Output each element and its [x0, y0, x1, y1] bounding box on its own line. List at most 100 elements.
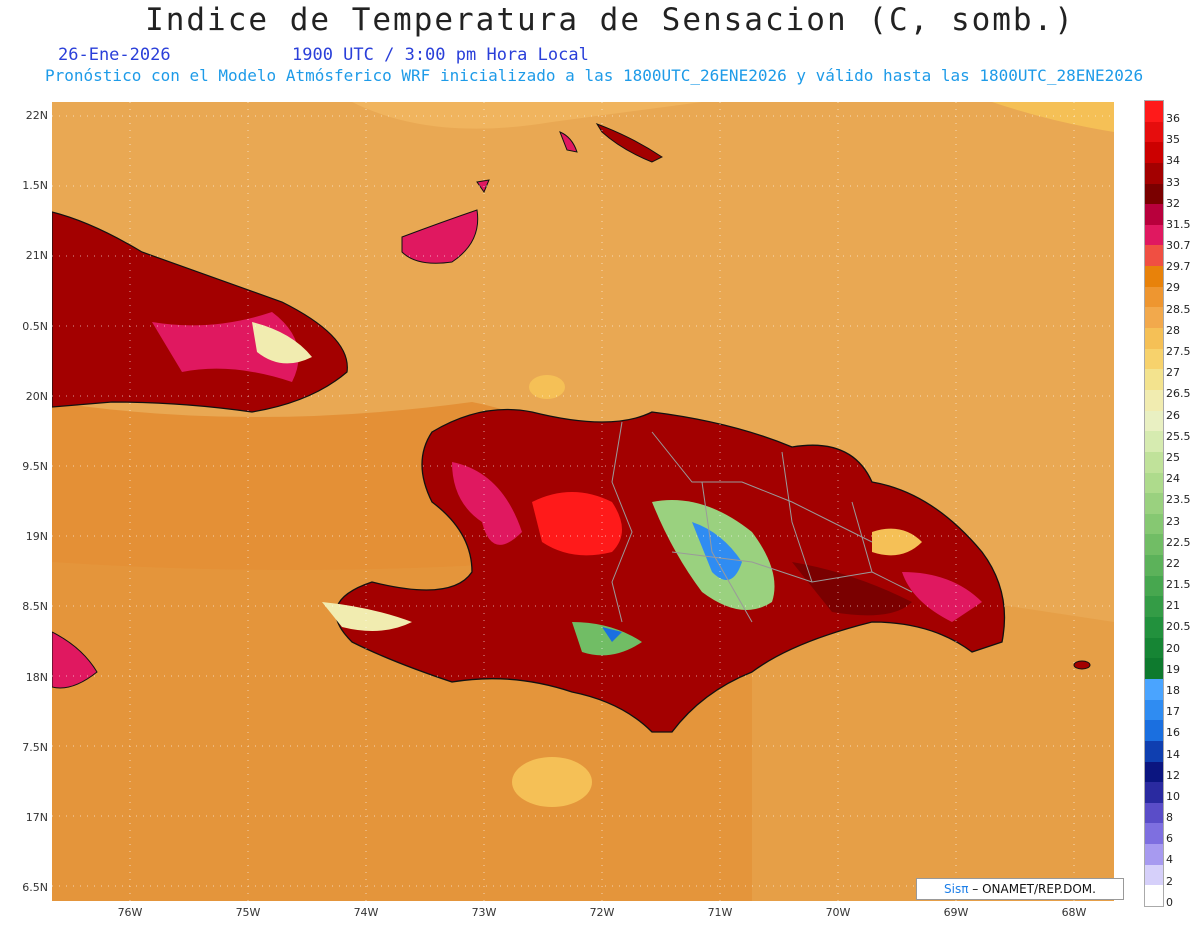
colorbar-label: 28.5: [1166, 302, 1191, 316]
colorbar-label: 22: [1166, 556, 1180, 570]
heat-index-map[interactable]: [52, 102, 1114, 901]
colorbar-label: 21.5: [1166, 578, 1191, 592]
colorbar-cell: [1145, 823, 1163, 845]
colorbar-label: 34: [1166, 154, 1180, 168]
lat-tick-label: 22N: [25, 109, 48, 122]
lon-tick-label: 72W: [589, 906, 615, 919]
colorbar-cell: [1145, 369, 1163, 391]
colorbar-label: 28: [1166, 323, 1180, 337]
colorbar-label: 18: [1166, 683, 1180, 697]
colorbar-label: 21: [1166, 599, 1180, 613]
colorbar-label: 0: [1166, 895, 1173, 909]
lat-tick-label: 1.5N: [22, 179, 48, 193]
lat-tick-label: 18N: [25, 670, 48, 684]
colorbar-cell: [1145, 204, 1163, 226]
colorbar-label: 33: [1166, 175, 1180, 189]
colorbar-cell: [1145, 885, 1163, 907]
sispi-logo: Sisπ: [944, 882, 969, 896]
color-scale-bar: [1144, 100, 1164, 907]
colorbar-cell: [1145, 555, 1163, 577]
colorbar-label: 25.5: [1166, 429, 1191, 443]
colorbar-label: 23.5: [1166, 493, 1191, 507]
lat-tick-label: 8.5N: [22, 600, 48, 614]
colorbar-cell: [1145, 761, 1163, 783]
colorbar-cell: [1145, 864, 1163, 886]
colorbar-label: 35: [1166, 133, 1180, 147]
lat-tick-label: 7.5N: [22, 740, 48, 754]
colorbar-label: 14: [1166, 747, 1180, 761]
colorbar-label: 19: [1166, 662, 1180, 676]
colorbar-cell: [1145, 224, 1163, 246]
colorbar-cell: [1145, 121, 1163, 143]
forecast-time: 1900 UTC / 3:00 pm Hora Local: [292, 45, 589, 65]
colorbar-label: 32: [1166, 196, 1180, 210]
colorbar-label: 16: [1166, 726, 1180, 740]
colorbar-cell: [1145, 596, 1163, 618]
colorbar-label: 26: [1166, 408, 1180, 422]
colorbar-cell: [1145, 389, 1163, 412]
colorbar-cell: [1145, 534, 1163, 556]
colorbar-label: 20: [1166, 641, 1180, 655]
lon-tick-label: 71W: [707, 906, 733, 919]
colorbar-cell: [1145, 183, 1163, 205]
colorbar-cell: [1145, 720, 1163, 742]
colorbar-label: 36: [1166, 112, 1180, 125]
colorbar-label: 27.5: [1166, 345, 1191, 359]
colorbar-label: 23: [1166, 514, 1180, 528]
chart-title: Indice de Temperatura de Sensacion (C, s…: [145, 2, 1075, 38]
colorbar-label: 10: [1166, 789, 1180, 803]
colorbar-cell: [1145, 658, 1163, 680]
colorbar-cell: [1145, 431, 1163, 453]
forecast-date: 26-Ene-2026: [58, 45, 171, 65]
colorbar-cell: [1145, 617, 1163, 639]
lat-tick-label: 9.5N: [22, 460, 48, 473]
lon-tick-label: 74W: [353, 906, 379, 919]
colorbar-label: 29.7: [1166, 260, 1191, 274]
colorbar-cell: [1145, 493, 1163, 515]
lon-tick-label: 70W: [825, 906, 851, 919]
lat-tick-label: 19N: [25, 530, 48, 544]
map-svg: [52, 102, 1114, 901]
colorbar-label: 8: [1166, 811, 1173, 825]
colorbar-cell: [1145, 266, 1163, 288]
colorbar-cell: [1145, 844, 1163, 866]
colorbar-cell: [1145, 699, 1163, 721]
colorbar-cell: [1145, 101, 1163, 123]
lat-tick-label: 20N: [25, 389, 48, 403]
colorbar-cell: [1145, 328, 1163, 350]
colorbar-cell: [1145, 451, 1163, 474]
lon-tick-label: 68W: [1061, 906, 1087, 919]
lon-tick-label: 69W: [943, 906, 969, 919]
colorbar-cell: [1145, 678, 1163, 701]
credit-box: Sisπ – ONAMET/REP.DOM.: [916, 878, 1124, 900]
colorbar-cell: [1145, 782, 1163, 804]
colorbar-label: 30.7: [1166, 239, 1191, 253]
lat-tick-label: 21N: [25, 249, 48, 263]
lat-tick-label: 17N: [25, 811, 48, 824]
colorbar-cell: [1145, 472, 1163, 494]
colorbar-cell: [1145, 286, 1163, 308]
forecast-validity: Pronóstico con el Modelo Atmósferico WRF…: [45, 66, 1144, 85]
colorbar-label: 24: [1166, 472, 1180, 486]
lon-tick-label: 73W: [471, 906, 497, 919]
colorbar-cell: [1145, 307, 1163, 329]
colorbar-cell: [1145, 410, 1163, 432]
colorbar-cell: [1145, 575, 1163, 597]
colorbar-label: 29: [1166, 281, 1180, 295]
colorbar-label: 17: [1166, 705, 1180, 719]
lon-tick-label: 76W: [117, 906, 143, 919]
colorbar-label: 22.5: [1166, 535, 1191, 549]
colorbar-label: 12: [1166, 768, 1180, 782]
colorbar-cell: [1145, 513, 1163, 535]
colorbar-label: 4: [1166, 853, 1173, 867]
colorbar-label: 27: [1166, 366, 1180, 380]
lat-tick-label: 0.5N: [22, 319, 48, 333]
lon-tick-label: 75W: [235, 906, 261, 919]
colorbar-label: 25: [1166, 450, 1180, 464]
colorbar-cell: [1145, 740, 1163, 762]
colorbar-label: 26.5: [1166, 387, 1191, 401]
onamet-label: – ONAMET/REP.DOM.: [972, 882, 1096, 896]
colorbar-label: 31.5: [1166, 217, 1191, 231]
colorbar-cell: [1145, 637, 1163, 659]
colorbar-cell: [1145, 802, 1163, 824]
